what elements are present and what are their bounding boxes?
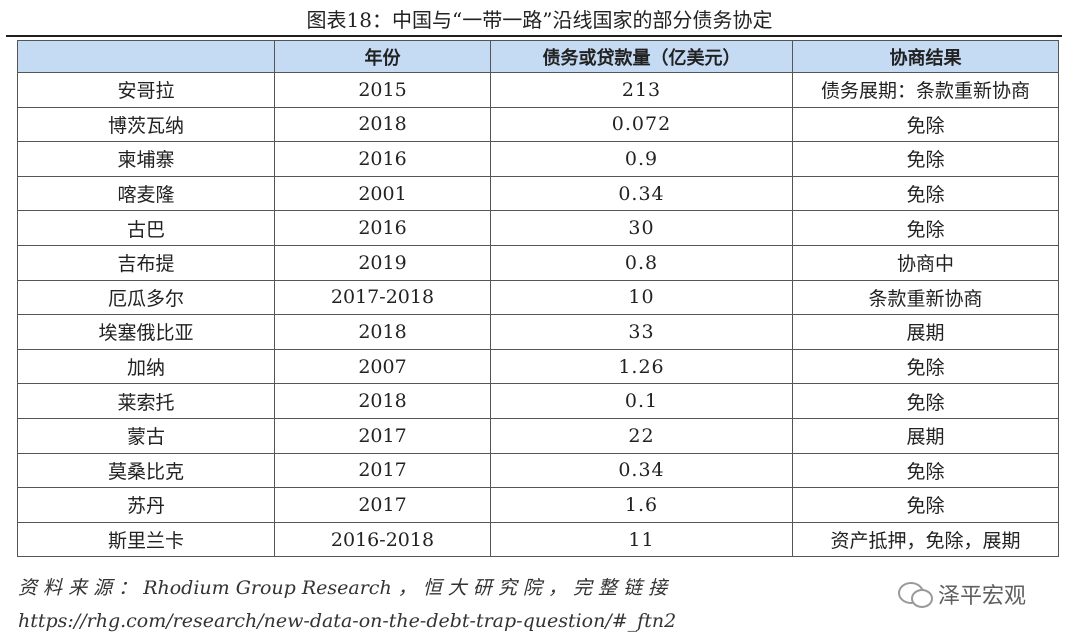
cell-amount: 213 [490,72,793,108]
cell-country: 柬埔寨 [17,141,275,177]
header-amount: 债务或贷款量（亿美元） [490,40,793,73]
wechat-icon [898,580,933,608]
cell-amount: 1.26 [490,348,793,385]
table-body: 安哥拉 2015 213 债务展期：条款重新协商 博茨瓦纳 2018 0.072 免除 柬埔寨 2… [17,72,1059,558]
cell-country: 埃塞俄比亚 [17,314,275,350]
cell-country: 加纳 [17,348,275,385]
cell-result: 免除 [792,175,1059,212]
cell-amount: 1.6 [490,487,793,523]
cell-result: 条款重新协商 [792,279,1059,316]
cell-country: 厄瓜多尔 [17,279,275,316]
cell-year: 2017-2018 [274,279,491,316]
cell-year: 2016 [274,141,491,177]
cell-result: 免除 [792,487,1059,523]
table-row: 柬埔寨 2016 0.9 免除 [17,141,1059,177]
table-row: 莱索托 2018 0.1 免除 [17,383,1059,419]
cell-country: 博茨瓦纳 [17,106,275,143]
top-rule [6,35,1062,37]
source-url: https://rhg.com/research/new-data-on-the… [18,610,677,632]
figure-title: 图表18：中国与“一带一路”沿线国家的部分债务协定 [306,8,773,32]
header-year: 年份 [274,40,491,73]
cell-amount: 0.8 [490,244,793,281]
table-header-row: 年份 债务或贷款量（亿美元） 协商结果 [17,40,1059,73]
cell-amount: 33 [490,314,793,350]
cell-amount: 10 [490,279,793,316]
table-row: 安哥拉 2015 213 债务展期：条款重新协商 [17,72,1059,108]
cell-result: 展期 [792,314,1059,350]
cell-result: 免除 [792,106,1059,143]
cell-country: 苏丹 [17,487,275,523]
cell-result: 债务展期：条款重新协商 [792,72,1059,108]
cell-result: 免除 [792,383,1059,419]
cell-year: 2018 [274,383,491,419]
watermark: 泽平宏观 [898,574,1026,614]
cell-year: 2015 [274,72,491,108]
cell-amount: 22 [490,417,793,454]
cell-amount: 0.072 [490,106,793,143]
table-row: 苏丹 2017 1.6 免除 [17,487,1059,523]
cell-country: 莫桑比克 [17,452,275,489]
cell-result: 资产抵押，免除，展期 [792,521,1059,558]
cell-result: 免除 [792,348,1059,385]
cell-year: 2018 [274,106,491,143]
table-row: 蒙古 2017 22 展期 [17,417,1059,454]
table-row: 埃塞俄比亚 2018 33 展期 [17,314,1059,350]
cell-year: 2016-2018 [274,521,491,558]
cell-year: 2007 [274,348,491,385]
cell-country: 喀麦隆 [17,175,275,212]
cell-amount: 0.34 [490,452,793,489]
debt-agreements-table: 年份 债务或贷款量（亿美元） 协商结果 安哥拉 2015 213 债务展期：条款重新协… [17,40,1059,558]
table-row: 斯里兰卡 2016-2018 11 资产抵押，免除，展期 [17,521,1059,558]
table-row: 吉布提 2019 0.8 协商中 [17,244,1059,281]
table-row: 加纳 2007 1.26 免除 [17,348,1059,385]
table-row: 喀麦隆 2001 0.34 免除 [17,175,1059,212]
cell-year: 2017 [274,452,491,489]
table-row: 古巴 2016 30 免除 [17,210,1059,246]
cell-year: 2019 [274,244,491,281]
table-row: 莫桑比克 2017 0.34 免除 [17,452,1059,489]
cell-result: 免除 [792,452,1059,489]
cell-country: 吉布提 [17,244,275,281]
cell-amount: 11 [490,521,793,558]
cell-year: 2016 [274,210,491,246]
cell-country: 莱索托 [17,383,275,419]
cell-result: 免除 [792,210,1059,246]
cell-year: 2017 [274,487,491,523]
table-row: 博茨瓦纳 2018 0.072 免除 [17,106,1059,143]
cell-country: 安哥拉 [17,72,275,108]
source-note: 资 料 来 源 ： Rhodium Group Research ， 恒 大 研… [18,577,668,599]
header-country [17,40,275,73]
cell-result: 展期 [792,417,1059,454]
cell-amount: 30 [490,210,793,246]
cell-year: 2017 [274,417,491,454]
cell-country: 古巴 [17,210,275,246]
cell-country: 蒙古 [17,417,275,454]
cell-amount: 0.1 [490,383,793,419]
table-row: 厄瓜多尔 2017-2018 10 条款重新协商 [17,279,1059,316]
cell-amount: 0.34 [490,175,793,212]
cell-year: 2001 [274,175,491,212]
watermark-text: 泽平宏观 [938,584,1027,609]
header-result: 协商结果 [792,40,1059,73]
cell-country: 斯里兰卡 [17,521,275,558]
cell-amount: 0.9 [490,141,793,177]
cell-result: 协商中 [792,244,1059,281]
cell-year: 2018 [274,314,491,350]
cell-result: 免除 [792,141,1059,177]
